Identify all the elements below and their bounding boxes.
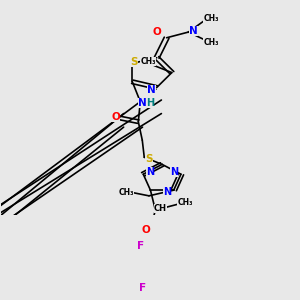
Text: N: N	[146, 167, 154, 177]
Text: CH₃: CH₃	[177, 198, 193, 207]
Text: F: F	[139, 283, 146, 293]
Text: F: F	[137, 241, 144, 251]
Text: CH: CH	[154, 204, 167, 213]
Text: O: O	[111, 112, 120, 122]
Text: H: H	[146, 98, 154, 108]
Text: N: N	[163, 187, 171, 196]
Text: CH₃: CH₃	[203, 38, 219, 46]
Text: O: O	[152, 27, 161, 37]
Text: CH₃: CH₃	[118, 188, 134, 197]
Text: N: N	[189, 26, 198, 36]
Text: N: N	[138, 98, 147, 108]
Text: CH₃: CH₃	[140, 57, 156, 66]
Text: CH₃: CH₃	[203, 14, 219, 23]
Text: O: O	[141, 225, 150, 235]
Text: N: N	[170, 167, 178, 177]
Text: S: S	[146, 154, 153, 164]
Text: N: N	[147, 85, 156, 94]
Text: S: S	[130, 57, 138, 67]
